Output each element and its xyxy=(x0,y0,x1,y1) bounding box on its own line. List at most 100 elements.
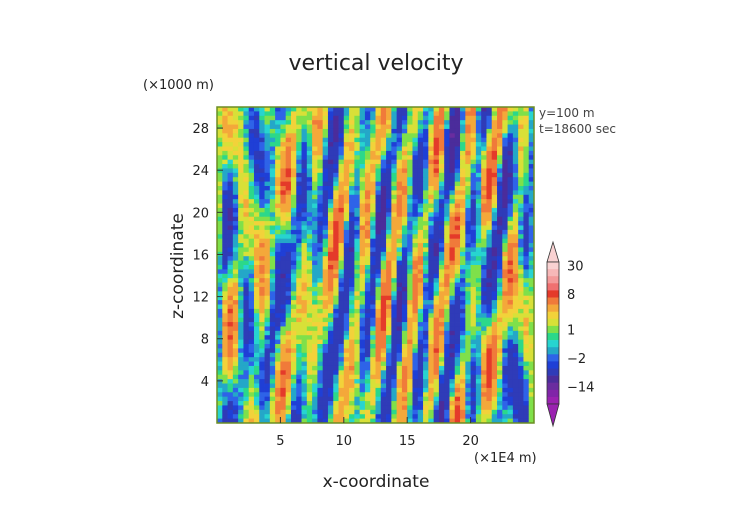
heatmap-cell xyxy=(275,409,281,415)
heatmap-cell xyxy=(380,383,387,389)
heatmap-cell xyxy=(275,133,281,139)
heatmap-cell xyxy=(248,379,255,384)
heatmap-cell xyxy=(227,199,234,204)
heatmap-cell xyxy=(370,234,376,240)
heatmap-cell xyxy=(391,357,398,362)
heatmap-cell xyxy=(275,326,281,332)
heatmap-cell xyxy=(317,335,324,341)
heatmap-cell xyxy=(497,344,503,349)
heatmap-cell xyxy=(354,216,361,222)
heatmap-cell xyxy=(327,405,334,411)
heatmap-cell xyxy=(338,357,345,362)
heatmap-cell xyxy=(317,107,324,112)
heatmap-cell xyxy=(290,300,297,305)
heatmap-cell xyxy=(364,177,371,183)
heatmap-cell xyxy=(502,221,508,226)
heatmap-cell xyxy=(512,361,519,367)
heatmap-cell xyxy=(454,339,461,345)
heatmap-cell xyxy=(269,186,276,191)
heatmap-cell xyxy=(359,374,366,380)
heatmap-cell xyxy=(465,374,471,380)
heatmap-cell xyxy=(449,392,456,398)
heatmap-cell xyxy=(423,282,429,288)
heatmap-cell xyxy=(364,352,371,358)
heatmap-cell xyxy=(486,409,493,415)
heatmap-cell xyxy=(312,405,318,411)
heatmap-cell xyxy=(253,181,260,187)
heatmap-cell xyxy=(259,234,265,240)
heatmap-cell xyxy=(518,383,524,389)
heatmap-cell xyxy=(264,229,271,235)
heatmap-cell xyxy=(343,137,350,143)
heatmap-cell xyxy=(333,282,339,288)
heatmap-cell xyxy=(518,322,524,327)
heatmap-cell xyxy=(396,282,403,288)
heatmap-cell xyxy=(454,207,461,213)
heatmap-cell xyxy=(412,120,419,125)
heatmap-cell xyxy=(280,133,287,139)
heatmap-cell xyxy=(227,207,234,213)
heatmap-cell xyxy=(417,221,424,226)
heatmap-cell xyxy=(232,335,239,341)
heatmap-cell xyxy=(290,352,297,358)
heatmap-cell xyxy=(386,150,392,156)
heatmap-cell xyxy=(380,229,387,235)
heatmap-cell xyxy=(428,142,435,147)
heatmap-cell xyxy=(370,335,376,341)
heatmap-cell xyxy=(264,238,271,244)
heatmap-cell xyxy=(449,243,456,248)
heatmap-cell xyxy=(518,265,524,270)
heatmap-cell xyxy=(359,322,366,327)
heatmap-cell xyxy=(290,150,297,156)
heatmap-cell xyxy=(238,357,244,362)
heatmap-cell xyxy=(423,339,429,345)
heatmap-cell xyxy=(232,137,239,143)
heatmap-cell xyxy=(327,111,334,117)
heatmap-cell xyxy=(259,142,265,147)
heatmap-cell xyxy=(528,238,535,244)
heatmap-cell xyxy=(306,164,313,169)
heatmap-cell xyxy=(285,278,292,283)
heatmap-cell xyxy=(306,159,313,165)
heatmap-cell xyxy=(296,190,302,196)
heatmap-cell xyxy=(396,265,403,270)
heatmap-cell xyxy=(275,260,281,266)
heatmap-cell xyxy=(349,352,355,358)
heatmap-cell xyxy=(296,260,302,266)
heatmap-cell xyxy=(238,273,244,279)
heatmap-cell xyxy=(497,225,503,231)
heatmap-cell xyxy=(470,190,477,196)
heatmap-cell xyxy=(512,150,519,156)
heatmap-cell xyxy=(401,405,408,411)
heatmap-cell xyxy=(264,181,271,187)
heatmap-cell xyxy=(428,168,435,174)
heatmap-cell xyxy=(327,300,334,305)
heatmap-cell xyxy=(386,216,392,222)
heatmap-cell xyxy=(338,370,345,376)
heatmap-cell xyxy=(285,348,292,354)
heatmap-cell xyxy=(222,286,228,292)
heatmap-cell xyxy=(317,282,324,288)
heatmap-cell xyxy=(280,405,287,411)
heatmap-cell xyxy=(217,352,223,358)
heatmap-cell xyxy=(370,133,376,139)
heatmap-cell xyxy=(470,361,477,367)
heatmap-cell xyxy=(518,107,524,112)
heatmap-cell xyxy=(338,379,345,384)
heatmap-cell xyxy=(423,278,429,283)
heatmap-cell xyxy=(306,348,313,354)
heatmap-cell xyxy=(465,133,471,139)
heatmap-cell xyxy=(528,177,535,183)
heatmap-cell xyxy=(512,304,519,310)
heatmap-cell xyxy=(301,207,308,213)
heatmap-cell xyxy=(269,273,276,279)
heatmap-cell xyxy=(322,203,329,209)
heatmap-cell xyxy=(290,304,297,310)
heatmap-cell xyxy=(296,348,302,354)
heatmap-cell xyxy=(423,133,429,139)
heatmap-cell xyxy=(217,370,223,376)
heatmap-cell xyxy=(359,221,366,226)
heatmap-cell xyxy=(327,330,334,336)
heatmap-cell xyxy=(327,401,334,406)
heatmap-cell xyxy=(481,146,487,152)
